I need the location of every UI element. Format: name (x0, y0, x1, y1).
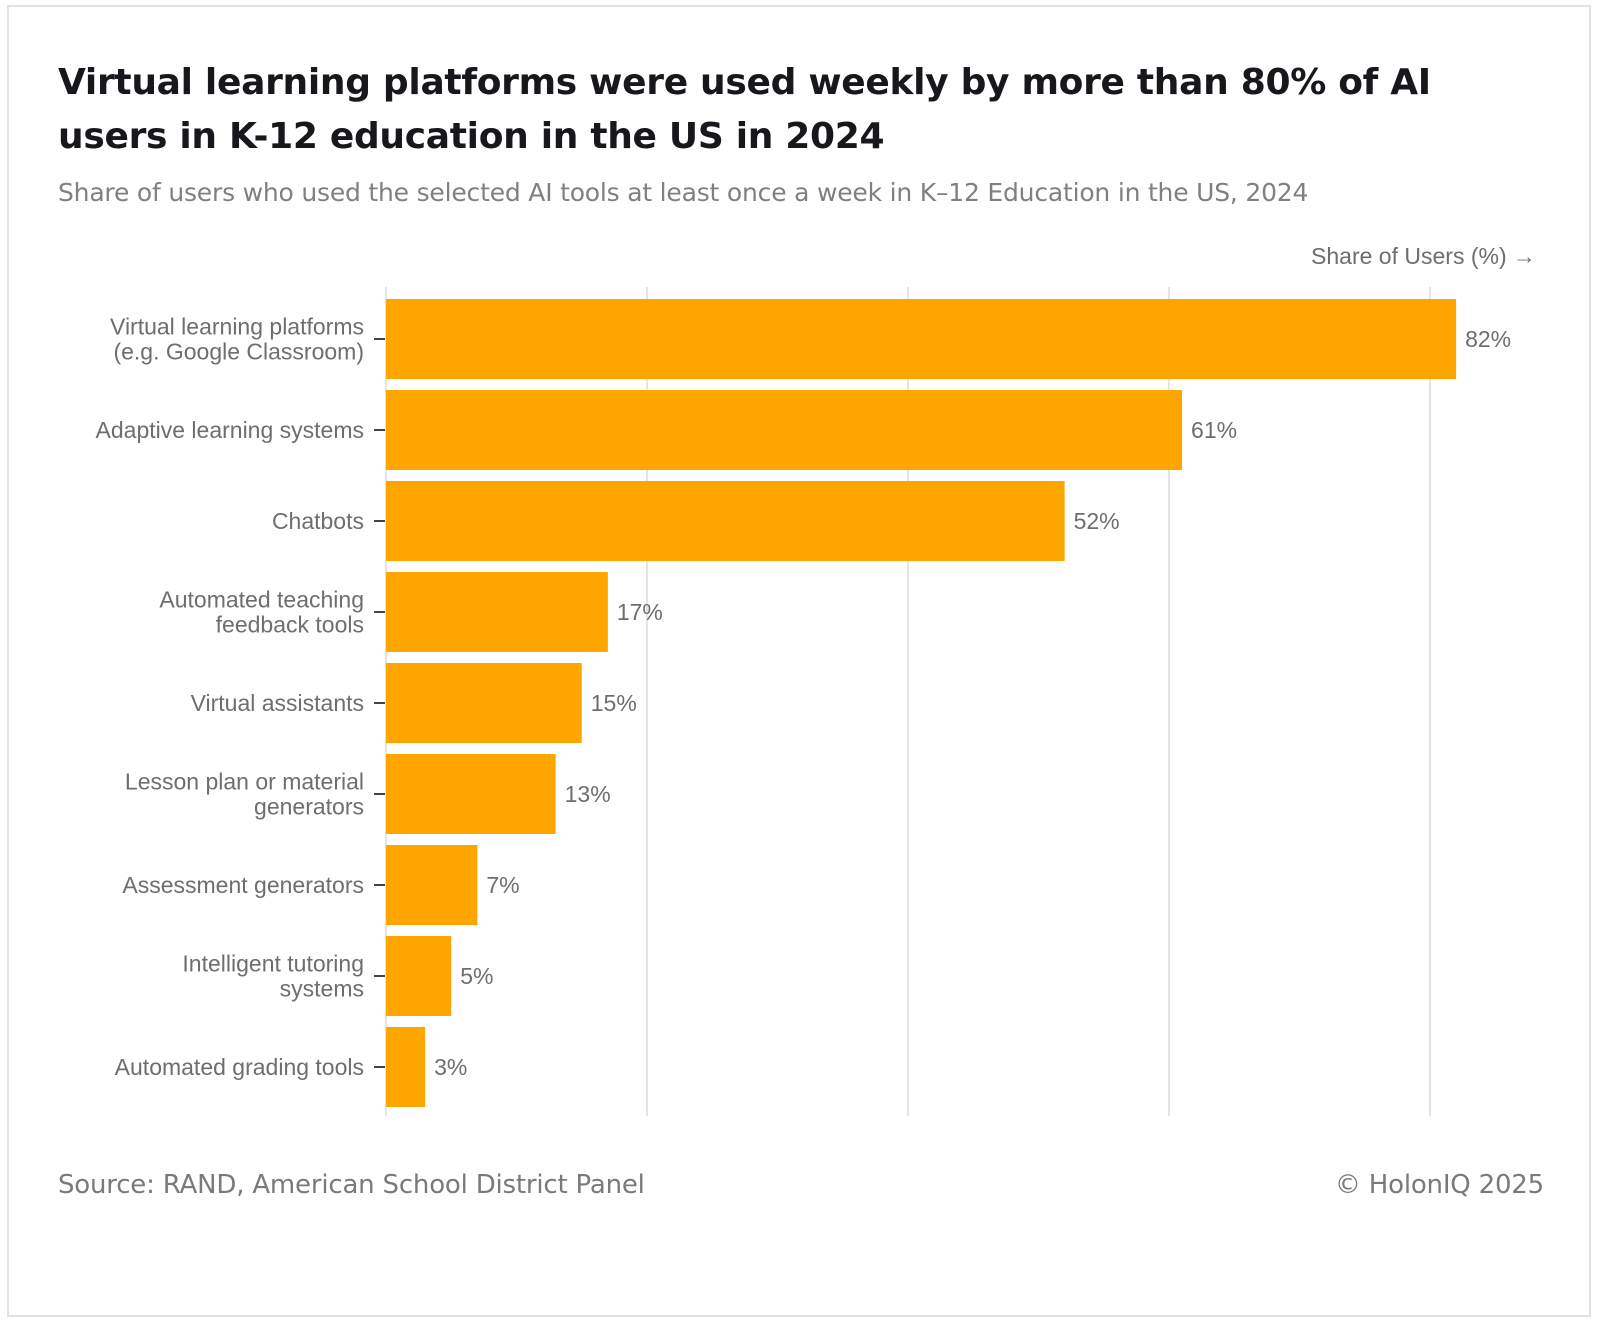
bars (386, 299, 1457, 1107)
bar-2 (386, 481, 1065, 561)
category-label-5-line-1: generators (254, 794, 364, 820)
category-label-2: Chatbots (272, 508, 364, 534)
value-label-2: 52% (1074, 508, 1120, 534)
category-label-4: Virtual assistants (191, 690, 364, 716)
value-labels: 82% 61% 52% 17% 15% 13% 7% 5% 3% (434, 326, 1511, 1080)
category-label-7-line-0: Intelligent tutoring (182, 951, 364, 977)
bar-1 (386, 390, 1183, 470)
category-label-0-line-1: (e.g. Google Classroom) (113, 339, 364, 365)
bar-6 (386, 845, 478, 925)
value-label-3: 17% (617, 599, 663, 625)
category-label-6: Assessment generators (122, 872, 364, 898)
value-label-5: 13% (565, 781, 611, 807)
chart-subtitle: Share of users who used the selected AI … (58, 178, 1309, 207)
x-axis-title: Share of Users (%) → (1311, 243, 1536, 269)
bar-5 (386, 754, 556, 834)
bar-0 (386, 299, 1457, 379)
value-label-4: 15% (591, 690, 637, 716)
category-label-5-line-0: Lesson plan or material (125, 769, 364, 795)
value-label-6: 7% (486, 872, 519, 898)
bar-8 (386, 1027, 426, 1107)
category-labels: Virtual learning platforms(e.g. Google C… (96, 314, 385, 1080)
chart-title: Virtual learning platforms were used wee… (58, 62, 1431, 157)
copyright-note: © HolonIQ 2025 (1334, 1170, 1544, 1200)
chart-frame (7, 5, 1591, 1317)
bar-7 (386, 936, 452, 1016)
value-label-1: 61% (1191, 417, 1237, 443)
category-label-8: Automated grading tools (115, 1054, 364, 1080)
value-label-7: 5% (460, 963, 493, 989)
category-label-0-line-0: Virtual learning platforms (110, 314, 364, 340)
bar-4 (386, 663, 582, 743)
value-label-0: 82% (1465, 326, 1511, 352)
source-note: Source: RAND, American School District P… (58, 1170, 645, 1200)
category-label-1: Adaptive learning systems (96, 417, 364, 443)
value-label-8: 3% (434, 1054, 467, 1080)
category-label-3-line-1: feedback tools (216, 612, 364, 638)
bar-3 (386, 572, 608, 652)
category-label-7-line-1: systems (280, 976, 364, 1002)
category-label-3-line-0: Automated teaching (159, 587, 364, 613)
